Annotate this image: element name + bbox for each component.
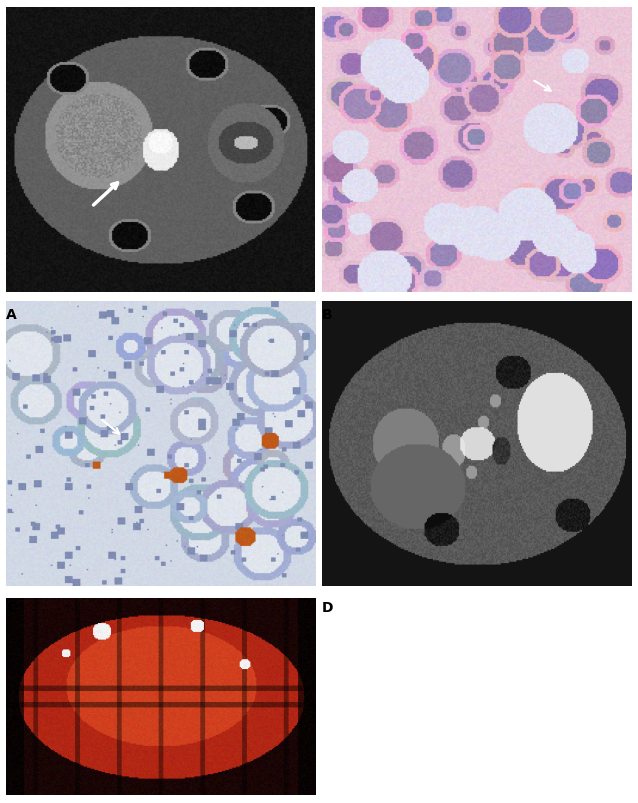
- Text: B: B: [322, 308, 333, 321]
- Text: C: C: [6, 601, 17, 614]
- Text: D: D: [322, 601, 334, 614]
- Text: A: A: [6, 308, 17, 321]
